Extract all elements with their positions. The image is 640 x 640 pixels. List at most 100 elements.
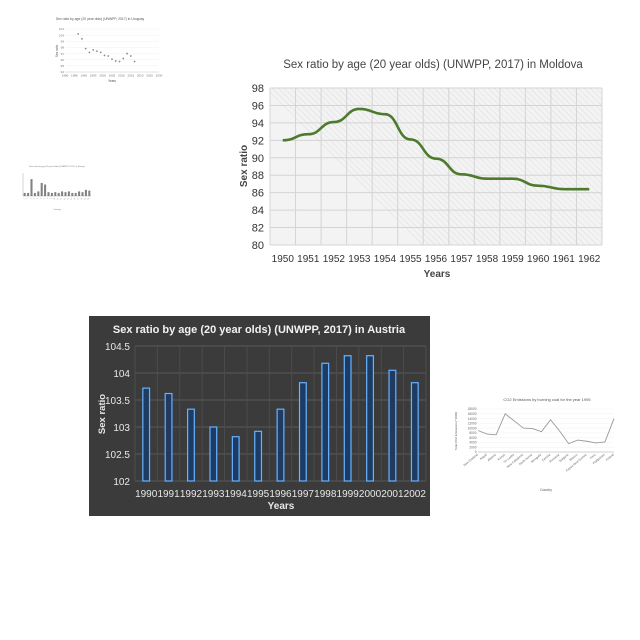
x-axis-title: Years (268, 501, 295, 512)
small-bar-chart: 1 2 3 4 5 6 7 8 9 10 11 12 13 14 15 16 17 18 19 20 Sex ratio… (15, 163, 95, 213)
x-tick-label: 16 (74, 198, 77, 201)
hatch-line (541, 88, 602, 149)
y-tick-label: 96 (252, 100, 264, 112)
x-tick-label: New Zealand (463, 452, 479, 467)
x-tick-label: 2030 (156, 74, 163, 78)
data-point (96, 50, 98, 53)
data-point (129, 55, 132, 57)
y-tick-label: 95 (61, 64, 65, 68)
chart-title: CO2 Emissions by burning coal for the ye… (503, 397, 591, 402)
hatch-line (409, 88, 568, 245)
x-tick-label: Romania (548, 452, 560, 463)
y-tick-label: 84 (252, 205, 264, 217)
y-tick-label: 14000 (468, 417, 477, 421)
bar (388, 369, 397, 482)
x-tick-label: 17 (77, 198, 80, 201)
hatch-line (295, 88, 454, 245)
y-tick-label: 10000 (468, 426, 477, 430)
x-axis-title: Country (53, 208, 62, 211)
x-tick-label: Poland (605, 452, 615, 461)
y-tick-label: 102.5 (105, 450, 130, 461)
data-point (103, 54, 106, 57)
x-tick-label: 2025 (146, 74, 153, 78)
data-point (81, 37, 83, 40)
x-tick-label: 1998 (314, 489, 337, 500)
x-tick-label: Kenya (497, 452, 506, 461)
hatch-line (343, 88, 502, 245)
bar (71, 192, 74, 196)
bar (142, 387, 151, 482)
hatch-line (463, 88, 602, 227)
y-tick-label: 80 (252, 240, 264, 252)
bar (276, 408, 285, 482)
y-tick-label: 97 (61, 52, 65, 56)
x-tick-label: 1959 (501, 254, 524, 265)
hatch-line (301, 88, 460, 245)
y-tick-label: 104 (113, 369, 130, 380)
chart-title: Sex ratio by age (20 year olds) (UNWPP, … (113, 324, 406, 336)
y-tick-label: 96 (61, 58, 65, 62)
hatch-line (559, 88, 602, 131)
x-tick-label: 2000 (359, 489, 382, 500)
austria-chart: 102 102.5 103 103.5 104 104.5 1990 1991 1992 1993… (89, 316, 430, 516)
x-tick-label: 2001 (381, 489, 404, 500)
x-tick-label: 13 (63, 198, 66, 201)
bar (44, 184, 47, 196)
hatch-line (373, 88, 532, 245)
bar (30, 179, 33, 196)
hatch-line (325, 88, 484, 245)
bar (366, 355, 374, 482)
y-tick-label: 102 (113, 477, 130, 488)
y-tick-label: 90 (252, 153, 264, 165)
data-point (77, 33, 80, 35)
y-tick-label: 103 (113, 423, 130, 434)
bar (298, 382, 307, 482)
hatch-line (493, 88, 602, 197)
y-tick-label: 101 (59, 27, 64, 31)
x-tick-label: 1996 (269, 489, 292, 500)
data-point (88, 51, 91, 54)
bar (57, 192, 60, 196)
x-axis-title: Years (108, 79, 116, 83)
uruguay-chart: 101 100 99 98 97 96 95 94 1980 1985 1990 1995 2000 20… (55, 13, 165, 85)
hatch-line (553, 88, 602, 137)
bar (187, 408, 195, 482)
bar (74, 192, 77, 196)
x-tick-label: 1990 (80, 74, 87, 78)
series-line (477, 413, 615, 445)
y-tick-label: 94 (252, 118, 264, 130)
y-axis-title: Sex ratio (239, 145, 250, 187)
x-tick-label: 1993 (202, 489, 225, 500)
bar (23, 192, 26, 196)
data-point (107, 55, 110, 57)
x-tick-label: 4 (33, 198, 35, 200)
hatch-line (337, 88, 496, 245)
x-axis-title: Country (540, 488, 552, 492)
hatch-line (367, 88, 526, 245)
x-axis-title: Years (424, 269, 451, 280)
bar (64, 192, 67, 196)
data-point (126, 52, 128, 55)
x-tick-label: 1990 (135, 489, 158, 500)
data-point (111, 58, 113, 60)
moldova-chart: 80 82 84 86 88 90 92 94 96 98 1950 1951 1952 1953 1954… (230, 50, 610, 282)
bar (40, 182, 43, 196)
bar (37, 191, 40, 196)
x-tick-label: 1999 (337, 489, 360, 500)
bar (231, 436, 240, 482)
y-tick-label: 8000 (469, 431, 476, 435)
moldova-chart-svg: 80 82 84 86 88 90 92 94 96 98 1950 1951 1952 1953 1954… (239, 59, 603, 280)
y-tick-label: 99 (61, 39, 65, 43)
x-tick-label: Mongolia (530, 452, 542, 463)
bar (209, 426, 218, 482)
hatch-line (487, 88, 602, 203)
x-tick-label: 1985 (71, 74, 78, 78)
x-tick-label: 2010 (118, 74, 125, 78)
bar (50, 192, 53, 196)
y-tick-label: 88 (252, 170, 264, 182)
hatch-line (601, 88, 602, 89)
x-tick-label: 2000 (99, 74, 106, 78)
x-tick-label: Bulgaria (558, 452, 569, 462)
y-tick-label: 98 (61, 46, 65, 50)
